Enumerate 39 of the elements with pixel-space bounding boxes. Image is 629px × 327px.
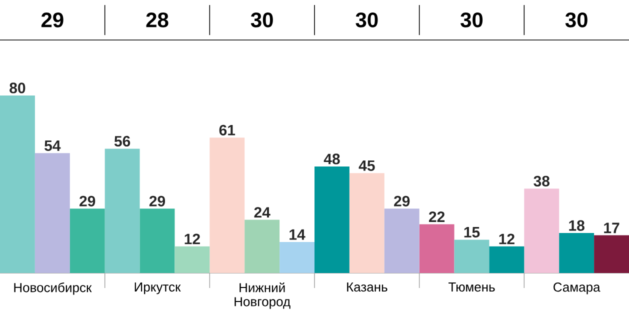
data-label: 15 bbox=[464, 227, 480, 238]
data-label: 45 bbox=[358, 160, 375, 171]
bar bbox=[174, 246, 210, 273]
x-tick-label: Казань bbox=[347, 282, 388, 292]
bar bbox=[104, 148, 140, 273]
data-label: 29 bbox=[80, 196, 96, 206]
bar bbox=[349, 173, 384, 273]
data-label: 14 bbox=[290, 229, 306, 240]
data-label: 56 bbox=[114, 136, 130, 147]
data-label: 12 bbox=[184, 234, 200, 244]
bar bbox=[524, 188, 560, 273]
bar bbox=[280, 242, 315, 273]
text: 30 bbox=[250, 12, 273, 28]
bar bbox=[419, 224, 454, 273]
data-label: 29 bbox=[149, 196, 166, 206]
data-label: 80 bbox=[10, 82, 26, 94]
text: 30 bbox=[565, 12, 588, 28]
text: 30 bbox=[460, 12, 483, 28]
data-label: 54 bbox=[44, 140, 61, 151]
data-label: 38 bbox=[534, 176, 550, 186]
data-label: 61 bbox=[219, 124, 236, 136]
data-label: 48 bbox=[324, 154, 340, 164]
text: 29 bbox=[41, 12, 64, 28]
text: 30 bbox=[356, 12, 378, 28]
data-label: 24 bbox=[254, 207, 270, 218]
bar bbox=[594, 235, 629, 273]
x-tick-label: Нижний Новгород bbox=[234, 282, 290, 309]
data-label: 17 bbox=[604, 222, 620, 234]
bar bbox=[244, 220, 280, 273]
data-label: 12 bbox=[499, 234, 514, 244]
data-label: 18 bbox=[569, 220, 584, 231]
x-tick-label: Тюмень bbox=[448, 282, 495, 292]
x-tick-label: Самара bbox=[554, 282, 600, 294]
bar bbox=[0, 95, 35, 273]
x-tick-label: Иркутск bbox=[134, 282, 181, 294]
x-tick-label: Новосибирск bbox=[14, 282, 92, 295]
data-label: 22 bbox=[428, 212, 445, 222]
data-label: 29 bbox=[394, 196, 410, 206]
text: 28 bbox=[146, 12, 168, 28]
